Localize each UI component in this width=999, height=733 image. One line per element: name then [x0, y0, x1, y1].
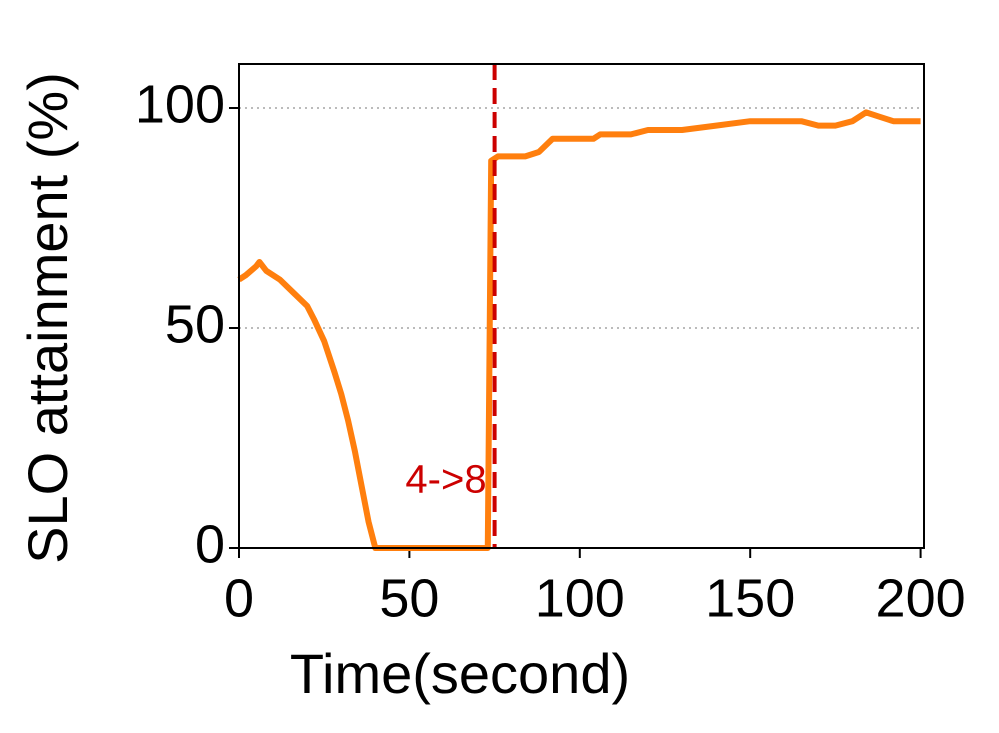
x-axis-label: Time(second)	[290, 642, 630, 705]
line	[237, 109, 921, 551]
x-tick-label: 150	[705, 568, 795, 628]
x-tick-label: 100	[535, 568, 625, 628]
y-axis-label: SLO attainment (%)	[16, 72, 79, 564]
y-tick-label: 50	[165, 294, 225, 354]
y-tick-label: 100	[135, 74, 225, 134]
annotation: 4->8	[405, 458, 486, 502]
plot-frame	[238, 63, 925, 549]
x-tick-label: 50	[379, 568, 439, 628]
x-tick-label: 200	[876, 568, 966, 628]
y-tick-label: 0	[195, 514, 225, 574]
x-tick-label: 0	[224, 568, 254, 628]
